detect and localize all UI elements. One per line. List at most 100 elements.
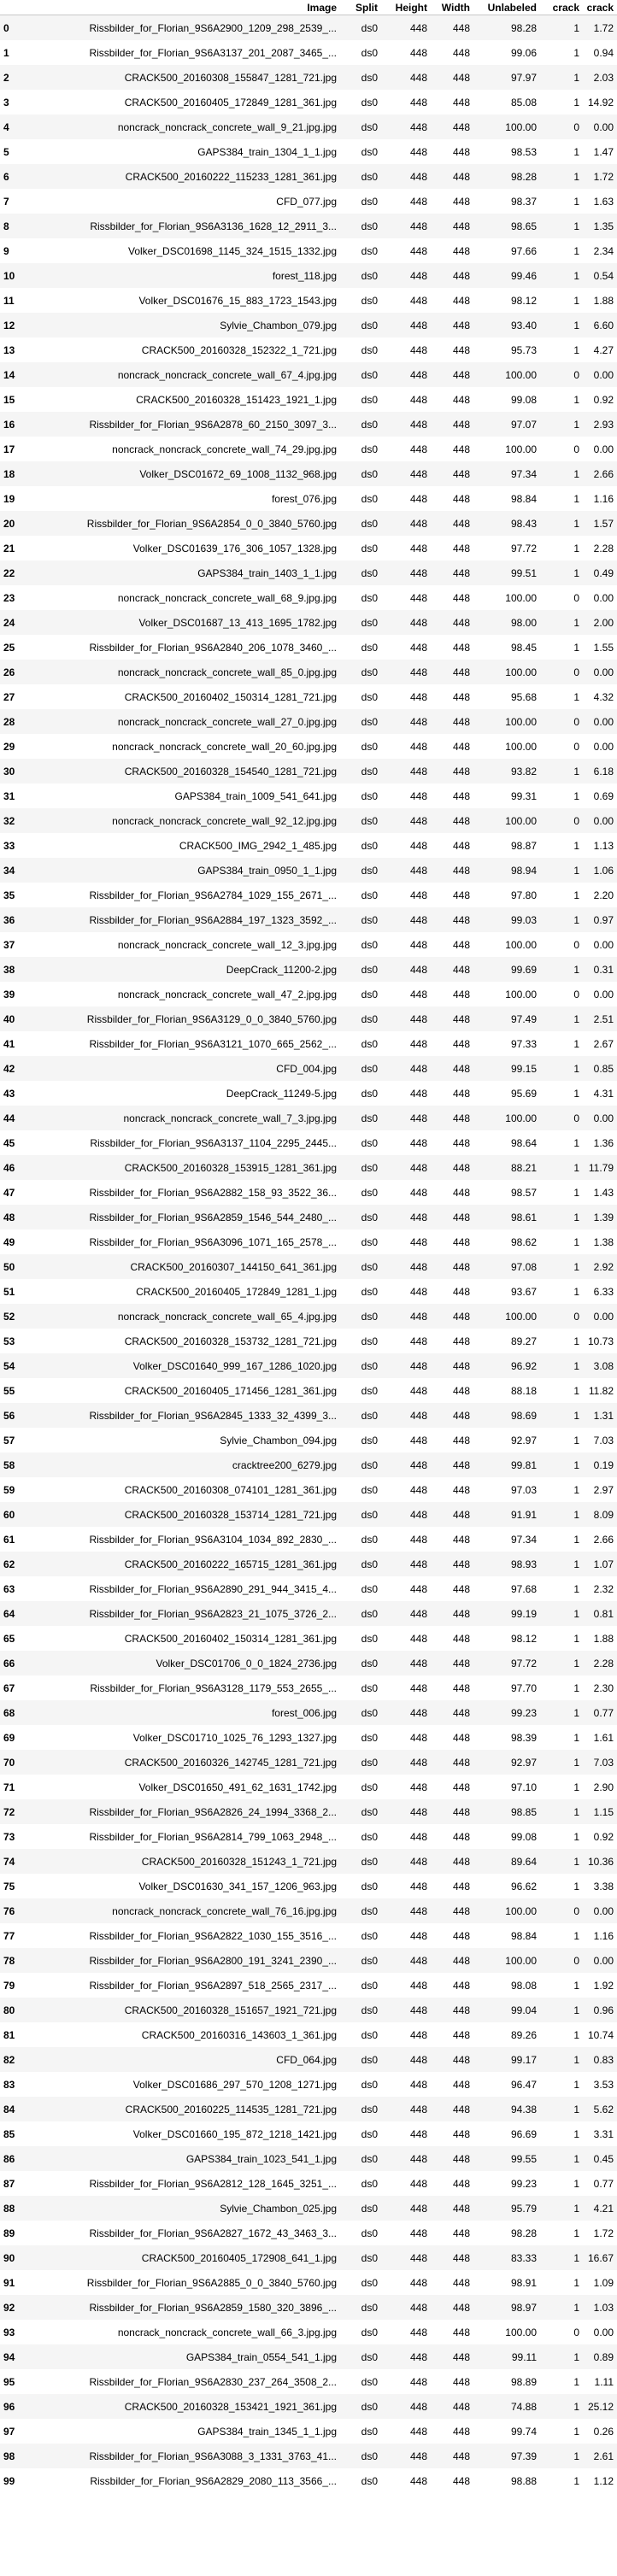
row-index: 88 [0, 2196, 32, 2221]
crack-percent-cell: 14.92 [583, 90, 617, 114]
col-header-unlabeled: Unlabeled [473, 0, 540, 15]
image-name-cell: Rissbilder_for_Florian_9S6A2885_0_0_3840… [32, 2270, 340, 2295]
row-index: 1 [0, 40, 32, 65]
unlabeled-cell: 98.39 [473, 1725, 540, 1750]
row-index: 68 [0, 1700, 32, 1725]
image-name-cell: Rissbilder_for_Florian_9S6A3137_1104_229… [32, 1130, 340, 1155]
row-index: 80 [0, 1998, 32, 2022]
table-row: 11 Volker_DSC01676_15_883_1723_1543.jpg ds… [0, 288, 617, 313]
table-row: 84 CRACK500_20160225_114535_1281_721.jpg d… [0, 2097, 617, 2121]
row-index: 19 [0, 486, 32, 511]
split-cell: ds0 [340, 635, 381, 660]
crack-count-cell: 1 [540, 1502, 583, 1527]
table-row: 15 CRACK500_20160328_151423_1921_1.jpg ds0… [0, 387, 617, 412]
crack-count-cell: 0 [540, 585, 583, 610]
crack-percent-cell: 2.66 [583, 1527, 617, 1552]
width-cell: 448 [431, 1403, 473, 1428]
table-row: 79 Rissbilder_for_Florian_9S6A2897_518_25… [0, 1973, 617, 1998]
unlabeled-cell: 98.97 [473, 2295, 540, 2320]
crack-count-cell: 1 [540, 635, 583, 660]
crack-percent-cell: 0.94 [583, 40, 617, 65]
height-cell: 448 [381, 2121, 431, 2146]
width-cell: 448 [431, 2221, 473, 2245]
crack-count-cell: 1 [540, 1452, 583, 1477]
col-header-crack-percent: crack [583, 0, 617, 15]
image-name-cell: Volker_DSC01687_13_413_1695_1782.jpg [32, 610, 340, 635]
width-cell: 448 [431, 1180, 473, 1205]
image-name-cell: Rissbilder_for_Florian_9S6A2814_799_1063… [32, 1824, 340, 1849]
height-cell: 448 [381, 1552, 431, 1576]
crack-count-cell: 1 [540, 2072, 583, 2097]
col-header-split: Split [340, 0, 381, 15]
split-cell: ds0 [340, 1725, 381, 1750]
unlabeled-cell: 98.84 [473, 486, 540, 511]
unlabeled-cell: 89.27 [473, 1329, 540, 1353]
split-cell: ds0 [340, 288, 381, 313]
table-row: 71 Volker_DSC01650_491_62_1631_1742.jpg ds… [0, 1775, 617, 1799]
crack-percent-cell: 6.33 [583, 1279, 617, 1304]
split-cell: ds0 [340, 139, 381, 164]
table-row: 27 CRACK500_20160402_150314_1281_721.jpg d… [0, 684, 617, 709]
unlabeled-cell: 93.67 [473, 1279, 540, 1304]
split-cell: ds0 [340, 1700, 381, 1725]
split-cell: ds0 [340, 858, 381, 883]
table-row: 29 noncrack_noncrack_concrete_wall_20_60.… [0, 734, 617, 759]
crack-count-cell: 1 [540, 1031, 583, 1056]
height-cell: 448 [381, 783, 431, 808]
unlabeled-cell: 100.00 [473, 2320, 540, 2344]
table-row: 44 noncrack_noncrack_concrete_wall_7_3.jp… [0, 1106, 617, 1130]
crack-percent-cell: 1.72 [583, 15, 617, 40]
height-cell: 448 [381, 1106, 431, 1130]
image-name-cell: Rissbilder_for_Florian_9S6A2840_206_1078… [32, 635, 340, 660]
unlabeled-cell: 89.64 [473, 1849, 540, 1874]
table-row: 90 CRACK500_20160405_172908_641_1.jpg ds0 4… [0, 2245, 617, 2270]
table-row: 12 Sylvie_Chambon_079.jpg ds0 448 448 93.40 1 6… [0, 313, 617, 337]
image-name-cell: GAPS384_train_1345_1_1.jpg [32, 2419, 340, 2444]
height-cell: 448 [381, 1750, 431, 1775]
crack-percent-cell: 0.85 [583, 1056, 617, 1081]
row-index: 44 [0, 1106, 32, 1130]
row-index: 81 [0, 2022, 32, 2047]
split-cell: ds0 [340, 2320, 381, 2344]
image-name-cell: Volker_DSC01639_176_306_1057_1328.jpg [32, 536, 340, 560]
crack-count-cell: 1 [540, 1973, 583, 1998]
split-cell: ds0 [340, 957, 381, 982]
table-row: 8 Rissbilder_for_Florian_9S6A3136_1628_12… [0, 214, 617, 238]
height-cell: 448 [381, 486, 431, 511]
unlabeled-cell: 98.87 [473, 833, 540, 858]
split-cell: ds0 [340, 1031, 381, 1056]
crack-percent-cell: 0.92 [583, 1824, 617, 1849]
crack-percent-cell: 2.51 [583, 1006, 617, 1031]
height-cell: 448 [381, 412, 431, 437]
height-cell: 448 [381, 40, 431, 65]
row-index: 8 [0, 214, 32, 238]
crack-count-cell: 1 [540, 387, 583, 412]
split-cell: ds0 [340, 1279, 381, 1304]
crack-percent-cell: 1.36 [583, 1130, 617, 1155]
height-cell: 448 [381, 808, 431, 833]
table-row: 38 DeepCrack_11200-2.jpg ds0 448 448 99.69 1 0.… [0, 957, 617, 982]
image-name-cell: Rissbilder_for_Florian_9S6A2812_128_1645… [32, 2171, 340, 2196]
width-cell: 448 [431, 759, 473, 783]
unlabeled-cell: 98.91 [473, 2270, 540, 2295]
split-cell: ds0 [340, 2295, 381, 2320]
image-name-cell: DeepCrack_11200-2.jpg [32, 957, 340, 982]
unlabeled-cell: 99.81 [473, 1452, 540, 1477]
height-cell: 448 [381, 1576, 431, 1601]
split-cell: ds0 [340, 2047, 381, 2072]
unlabeled-cell: 100.00 [473, 437, 540, 461]
image-name-cell: noncrack_noncrack_concrete_wall_20_60.jp… [32, 734, 340, 759]
unlabeled-cell: 97.34 [473, 461, 540, 486]
row-index: 10 [0, 263, 32, 288]
crack-count-cell: 1 [540, 238, 583, 263]
image-name-cell: Rissbilder_for_Florian_9S6A3121_1070_665… [32, 1031, 340, 1056]
row-index: 90 [0, 2245, 32, 2270]
crack-percent-cell: 0.00 [583, 808, 617, 833]
crack-percent-cell: 4.21 [583, 2196, 617, 2221]
split-cell: ds0 [340, 1849, 381, 1874]
height-cell: 448 [381, 1304, 431, 1329]
image-name-cell: noncrack_noncrack_concrete_wall_65_4.jpg… [32, 1304, 340, 1329]
split-cell: ds0 [340, 1874, 381, 1898]
crack-percent-cell: 0.31 [583, 957, 617, 982]
split-cell: ds0 [340, 1180, 381, 1205]
